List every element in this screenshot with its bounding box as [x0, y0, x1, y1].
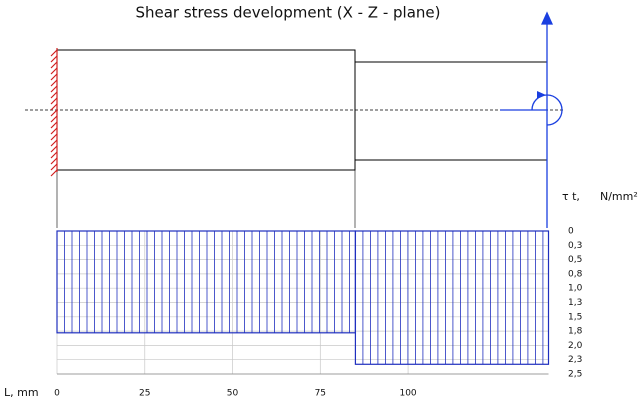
chart-title: Shear stress development (X - Z - plane)	[135, 4, 440, 22]
coordinate-axis	[500, 11, 563, 228]
x-axis-label: L, mm	[4, 386, 39, 399]
x-tick-label: 0	[54, 389, 60, 399]
y-tick-label: 2,3	[568, 355, 582, 365]
stress-bar	[354, 230, 550, 365]
x-tick-label: 100	[399, 389, 416, 399]
y-tick-label: 1,3	[568, 298, 582, 308]
x-tick-label: 50	[227, 389, 239, 399]
y-axis-label: τ t,	[562, 190, 580, 203]
y-tick-label: 0	[568, 227, 574, 237]
y-tick-label: 1,5	[568, 312, 582, 322]
y-axis-unit: N/mm²	[600, 190, 638, 203]
fixed-support	[50, 48, 58, 177]
y-tick-label: 0,5	[568, 255, 582, 265]
y-tick-label: 1,8	[568, 327, 583, 337]
y-tick-label: 0,3	[568, 241, 582, 251]
y-tick-label: 2,0	[568, 341, 583, 351]
y-tick-label: 0,8	[568, 269, 583, 279]
y-tick-label: 2,5	[568, 370, 582, 380]
y-tick-label: 1,0	[568, 284, 583, 294]
shaft-sketch	[25, 49, 565, 228]
x-tick-label: 25	[139, 389, 150, 399]
x-tick-label: 75	[315, 389, 326, 399]
